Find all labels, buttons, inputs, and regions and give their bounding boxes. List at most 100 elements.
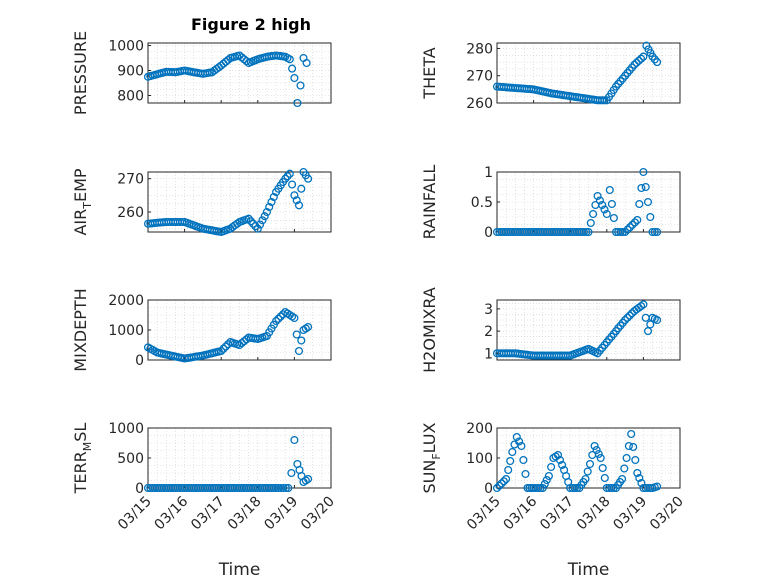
data-point: [633, 215, 642, 225]
x-tick-label: 03/15: [464, 494, 504, 534]
y-tick-label: 200: [466, 421, 493, 437]
data-point: [296, 81, 305, 90]
data-point: [639, 52, 648, 61]
data-point: [643, 197, 653, 207]
data-point: [637, 302, 646, 311]
data-point: [653, 227, 662, 237]
data-point: [622, 453, 631, 463]
y-axis-label: RAINFALL: [420, 165, 439, 240]
data-point: [555, 455, 565, 465]
data-point: [653, 58, 662, 67]
data-point: [637, 54, 646, 63]
x-axis-label: Time: [567, 560, 610, 580]
data-point: [269, 192, 278, 202]
data-point: [616, 227, 625, 237]
data-point: [586, 218, 595, 228]
data-point: [542, 475, 551, 485]
data-point: [492, 483, 502, 493]
data-point: [497, 479, 506, 488]
data-point: [540, 479, 549, 489]
data-point: [653, 482, 662, 491]
y-tick-label: 0.5: [471, 195, 493, 211]
data-point: [639, 300, 648, 309]
data-point: [292, 330, 301, 339]
data-point: [646, 212, 655, 222]
y-tick-label: 260: [466, 96, 493, 112]
data-point: [515, 437, 524, 446]
data-point: [281, 174, 290, 183]
data-point: [244, 214, 253, 223]
data-point: [593, 191, 602, 201]
chart-panel-5: 0 1000 2000 MIXDEPTH: [71, 288, 332, 372]
data-point: [623, 225, 632, 234]
data-point: [596, 453, 605, 463]
data-point: [624, 441, 633, 451]
data-point: [221, 342, 230, 351]
data-point: [618, 474, 627, 484]
data-point: [625, 223, 635, 232]
y-tick-label: 270: [466, 69, 493, 85]
data-point: [618, 227, 627, 237]
data-point: [304, 474, 313, 484]
x-tick-label: 03/17: [537, 494, 577, 534]
data-point: [499, 477, 508, 486]
data-point: [639, 167, 648, 177]
data-point: [581, 474, 590, 484]
x-tick-label: 03/17: [188, 494, 228, 534]
data-point: [637, 478, 646, 488]
y-tick-label: 1000: [108, 39, 144, 55]
data-point: [495, 481, 504, 490]
data-point: [519, 455, 528, 465]
y-tick-label: 1000: [108, 323, 144, 339]
data-point: [224, 55, 233, 64]
data-point: [648, 227, 657, 237]
data-point: [288, 64, 297, 73]
data-point: [628, 220, 637, 229]
data-point: [288, 180, 297, 189]
data-point: [265, 202, 274, 212]
data-point: [274, 314, 283, 323]
data-point: [283, 172, 292, 181]
y-axis-label: H2OMIXRA: [420, 287, 439, 373]
data-point: [260, 212, 269, 221]
data-point: [267, 197, 276, 207]
data-point: [598, 96, 607, 105]
data-point: [641, 313, 650, 322]
data-point: [279, 483, 288, 493]
data-point: [625, 311, 634, 320]
data-point: [304, 174, 313, 183]
data-point: [512, 432, 521, 442]
data-point: [594, 449, 603, 459]
y-axis-label: PRESSURE: [71, 31, 90, 115]
x-tick-label: 03/15: [115, 494, 155, 534]
y-axis-label: THETA: [420, 47, 439, 99]
data-point: [621, 315, 630, 325]
y-tick-label: 260: [117, 205, 144, 221]
figure-title: Figure 2 high: [191, 15, 311, 34]
y-tick-label: 270: [117, 172, 144, 188]
data-point: [641, 182, 650, 192]
data-point: [297, 184, 306, 193]
y-tick-label: 1: [484, 165, 493, 181]
data-point: [585, 459, 595, 469]
data-point: [262, 207, 271, 217]
data-point: [607, 483, 616, 493]
data-point: [219, 344, 228, 353]
data-point: [544, 471, 553, 481]
data-point: [570, 483, 579, 493]
data-point: [287, 468, 296, 478]
y-tick-label: 280: [466, 41, 493, 57]
y-tick-label: 100: [466, 451, 493, 467]
y-tick-label: 0: [484, 481, 493, 497]
y-tick-label: 3: [484, 302, 493, 318]
data-point: [293, 98, 302, 108]
y-tick-label: 2: [484, 324, 493, 340]
data-point: [634, 56, 643, 65]
x-tick-label: 03/20: [647, 494, 687, 534]
y-tick-label: 1: [484, 346, 493, 362]
data-point: [627, 429, 636, 439]
data-point: [281, 483, 290, 493]
data-point: [620, 464, 629, 473]
data-point: [547, 462, 556, 472]
data-point: [621, 227, 630, 237]
